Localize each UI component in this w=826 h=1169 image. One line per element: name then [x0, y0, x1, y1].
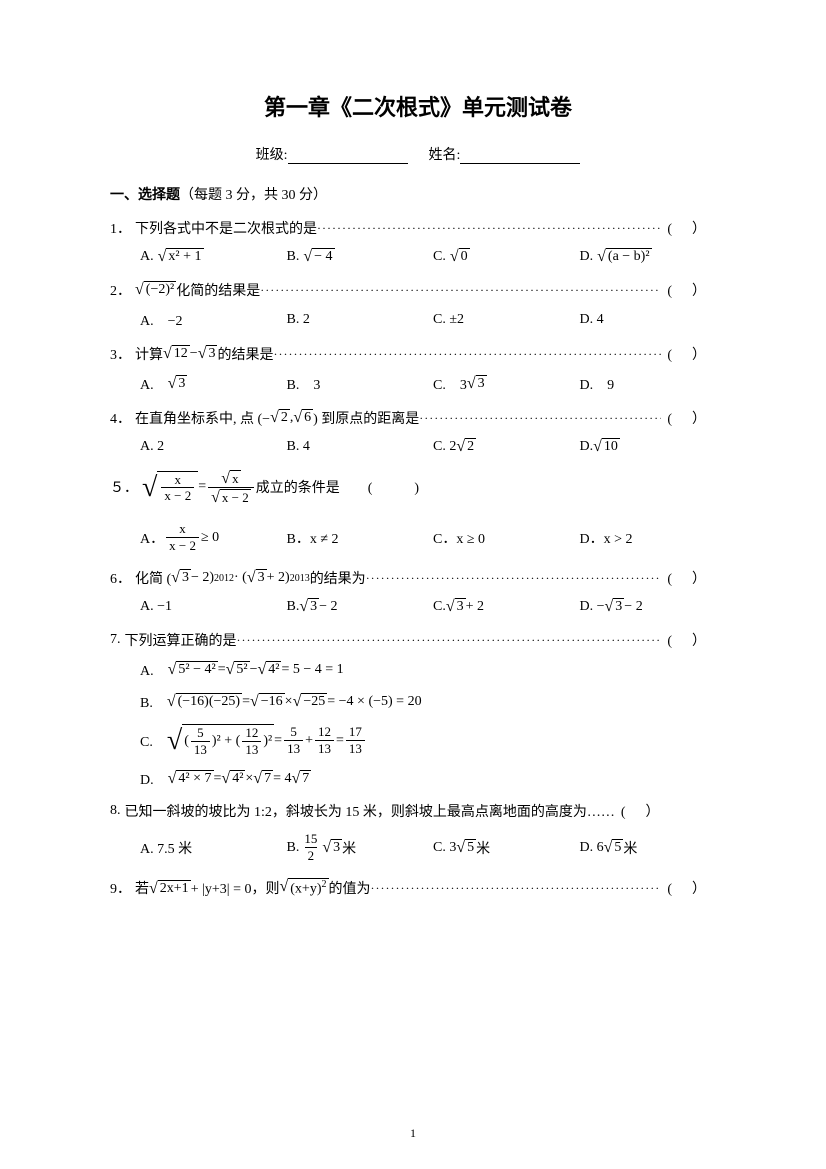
- q5-opt-c[interactable]: C．x ≥ 0: [433, 528, 580, 548]
- section-1-header: 一、选择题（每题 3 分，共 30 分）: [110, 184, 726, 204]
- q7-opt-a[interactable]: A. √5² − 4² = √5² − √4² = 5 − 4 = 1: [140, 660, 726, 680]
- q3-text: 的结果是: [217, 344, 273, 364]
- page-title: 第一章《二次根式》单元测试卷: [110, 90, 726, 122]
- question-4: 4． 在直角坐标系中, 点 (− √2 , √6 ) 到原点的距离是 (） A.…: [110, 408, 726, 456]
- q7-opt-d[interactable]: D. √4² × 7 = √4² × √7 = 4 √7: [140, 769, 726, 789]
- q5-num: ５．: [110, 477, 138, 497]
- q5-opt-a[interactable]: A． xx − 2 ≥ 0: [140, 521, 287, 554]
- question-9: 9． 若 √2x+1 + |y+3| = 0，则 √(x+y)2 的值为 (）: [110, 878, 726, 898]
- q4-opt-c[interactable]: C. 2√2: [433, 438, 580, 456]
- dots: [260, 283, 661, 297]
- q7-opt-c[interactable]: C. √ (513)² + (1213)² = 513 + 1213 = 171…: [140, 724, 726, 757]
- q1-opt-d[interactable]: D. √(a − b)²: [580, 248, 727, 266]
- name-blank[interactable]: [460, 148, 580, 164]
- q6-opt-b[interactable]: B. √3 − 2: [287, 598, 434, 616]
- class-label: 班级:: [256, 148, 288, 163]
- q8-text: 已知一斜坡的坡比为 1:2，斜坡长为 15 米，则斜坡上最高点离地面的高度为……: [125, 801, 615, 821]
- q4-opt-b[interactable]: B. 4: [287, 439, 434, 455]
- q2-opt-a[interactable]: A. −2: [140, 310, 287, 330]
- q1-opt-a[interactable]: A. √x² + 1: [140, 248, 287, 266]
- q4-text: ) 到原点的距离是: [313, 408, 419, 428]
- question-6: 6． 化简 ( √3 − 2)2012 · ( √3 + 2)2013 的结果为…: [110, 568, 726, 616]
- question-2: 2． √(−2)² 化简的结果是 (） A. −2 B. 2 C. ±2 D. …: [110, 280, 726, 330]
- answer-paren[interactable]: (）: [667, 280, 726, 300]
- q1-opt-b[interactable]: B. √− 4: [287, 248, 434, 266]
- q1-opt-c[interactable]: C. √0: [433, 248, 580, 266]
- q8-num: 8.: [110, 803, 121, 819]
- q3-num: 3．: [110, 344, 131, 364]
- q5-opt-d[interactable]: D．x > 2: [580, 528, 727, 548]
- q6-opt-c[interactable]: C. √3 + 2: [433, 598, 580, 616]
- dots: [371, 881, 662, 895]
- dots: [317, 221, 661, 235]
- q6-opt-d[interactable]: D. −√3 − 2: [580, 598, 727, 616]
- dots: [273, 347, 661, 361]
- q7-num: 7.: [110, 632, 121, 648]
- q1-num: 1．: [110, 218, 131, 238]
- answer-paren[interactable]: (）: [667, 344, 726, 364]
- q2-opt-c[interactable]: C. ±2: [433, 312, 580, 328]
- q4-opt-a[interactable]: A. 2: [140, 439, 287, 455]
- dots: [366, 571, 662, 585]
- dots: [237, 633, 662, 647]
- answer-paren[interactable]: (）: [667, 878, 726, 898]
- q3-opt-c[interactable]: C. 3√3: [433, 374, 580, 394]
- q8-opt-d[interactable]: D. 6√5 米: [580, 838, 727, 858]
- answer-paren[interactable]: (）: [667, 630, 726, 650]
- q2-opt-d[interactable]: D. 4: [580, 312, 727, 328]
- class-blank[interactable]: [288, 148, 408, 164]
- answer-paren[interactable]: (）: [667, 568, 726, 588]
- question-1: 1． 下列各式中不是二次根式的是 (） A. √x² + 1 B. √− 4 C…: [110, 218, 726, 266]
- q8-opt-c[interactable]: C. 3√5 米: [433, 838, 580, 858]
- answer-paren[interactable]: (）: [621, 801, 680, 821]
- answer-paren[interactable]: (）: [667, 408, 726, 428]
- q6-text: 的结果为: [310, 568, 366, 588]
- q8-opt-a[interactable]: A. 7.5 米: [140, 838, 287, 858]
- q9-text: 的值为: [329, 878, 371, 898]
- q6-num: 6．: [110, 568, 131, 588]
- q2-text: 化简的结果是: [176, 280, 260, 300]
- q1-text: 下列各式中不是二次根式的是: [135, 218, 317, 238]
- q9-num: 9．: [110, 878, 131, 898]
- q7-opt-b[interactable]: B. √(−16)(−25) = √−16 × √−25 = −4 × (−5)…: [140, 692, 726, 712]
- q5-text: 成立的条件是 ( ): [256, 477, 419, 497]
- q3-opt-d[interactable]: D. 9: [580, 374, 727, 394]
- q8-opt-b[interactable]: B. 152 √3 米: [287, 831, 434, 864]
- q2-opt-b[interactable]: B. 2: [287, 312, 434, 328]
- q6-opt-a[interactable]: A. −1: [140, 599, 287, 615]
- q3-opt-b[interactable]: B. 3: [287, 374, 434, 394]
- q2-num: 2．: [110, 280, 131, 300]
- q3-opt-a[interactable]: A. √3: [140, 374, 287, 394]
- question-5: ５． √ xx − 2 = √x √x − 2 成立的条件是 ( ) A． xx…: [110, 470, 726, 555]
- question-8: 8. 已知一斜坡的坡比为 1:2，斜坡长为 15 米，则斜坡上最高点离地面的高度…: [110, 801, 726, 864]
- name-label: 姓名:: [429, 148, 461, 163]
- q4-num: 4．: [110, 408, 131, 428]
- question-7: 7. 下列运算正确的是 (） A. √5² − 4² = √5² − √4² =…: [110, 630, 726, 789]
- answer-paren[interactable]: (）: [667, 218, 726, 238]
- q7-text: 下列运算正确的是: [125, 630, 237, 650]
- q4-opt-d[interactable]: D. √10: [580, 438, 727, 456]
- info-line: 班级: 姓名:: [110, 144, 726, 164]
- page-number: 1: [0, 1126, 826, 1141]
- question-3: 3． 计算 √12 − √3 的结果是 (） A. √3 B. 3 C. 3√3…: [110, 344, 726, 394]
- dots: [419, 411, 661, 425]
- q5-opt-b[interactable]: B．x ≠ 2: [287, 528, 434, 548]
